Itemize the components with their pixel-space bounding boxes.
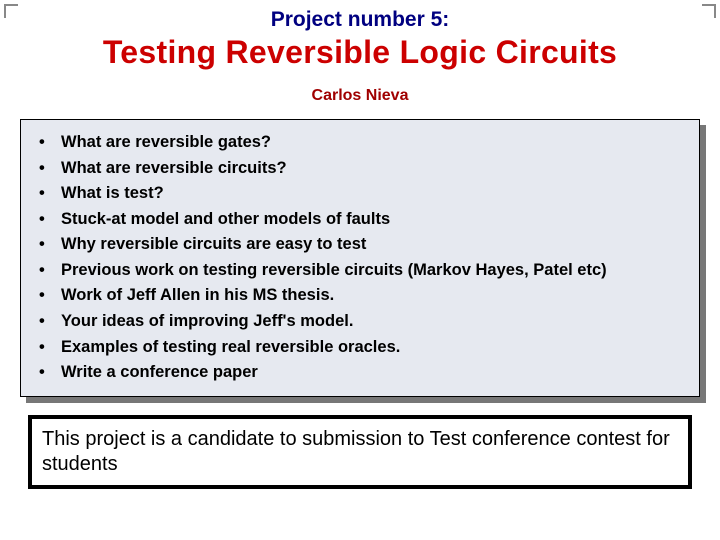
author: Carlos Nieva (14, 87, 706, 105)
bullets-list: •What are reversible gates? •What are re… (35, 130, 685, 386)
bullet-dot: • (35, 207, 61, 233)
bullet-text: Write a conference paper (61, 360, 258, 386)
slide: Project number 5: Testing Reversible Log… (0, 0, 720, 499)
bullet-text: Previous work on testing reversible circ… (61, 258, 607, 284)
bullet-text: Your ideas of improving Jeff's model. (61, 309, 353, 335)
bullet-dot: • (35, 130, 61, 156)
list-item: •Work of Jeff Allen in his MS thesis. (35, 283, 685, 309)
bullet-text: Why reversible circuits are easy to test (61, 232, 366, 258)
bullets-box: •What are reversible gates? •What are re… (20, 119, 700, 397)
bullet-dot: • (35, 309, 61, 335)
list-item: •Previous work on testing reversible cir… (35, 258, 685, 284)
bullet-dot: • (35, 156, 61, 182)
list-item: •Examples of testing real reversible ora… (35, 335, 685, 361)
bullet-dot: • (35, 335, 61, 361)
title: Testing Reversible Logic Circuits (14, 34, 706, 71)
bullet-dot: • (35, 258, 61, 284)
bullet-dot: • (35, 181, 61, 207)
bullet-text: What are reversible circuits? (61, 156, 287, 182)
list-item: •What are reversible circuits? (35, 156, 685, 182)
bullet-dot: • (35, 232, 61, 258)
bullet-text: Work of Jeff Allen in his MS thesis. (61, 283, 334, 309)
bullet-dot: • (35, 360, 61, 386)
pretitle: Project number 5: (14, 8, 706, 32)
list-item: •Why reversible circuits are easy to tes… (35, 232, 685, 258)
bullet-dot: • (35, 283, 61, 309)
bullet-text: Stuck-at model and other models of fault… (61, 207, 390, 233)
bullets-container: •What are reversible gates? •What are re… (20, 119, 700, 397)
list-item: •What are reversible gates? (35, 130, 685, 156)
corner-mark-top-left (4, 4, 18, 18)
bullet-text: Examples of testing real reversible orac… (61, 335, 400, 361)
note-text: This project is a candidate to submissio… (42, 427, 678, 477)
corner-mark-top-right (702, 4, 716, 18)
list-item: •Write a conference paper (35, 360, 685, 386)
list-item: •Your ideas of improving Jeff's model. (35, 309, 685, 335)
bullet-text: What are reversible gates? (61, 130, 271, 156)
bullet-text: What is test? (61, 181, 164, 207)
list-item: •Stuck-at model and other models of faul… (35, 207, 685, 233)
note-box: This project is a candidate to submissio… (28, 415, 692, 489)
list-item: •What is test? (35, 181, 685, 207)
